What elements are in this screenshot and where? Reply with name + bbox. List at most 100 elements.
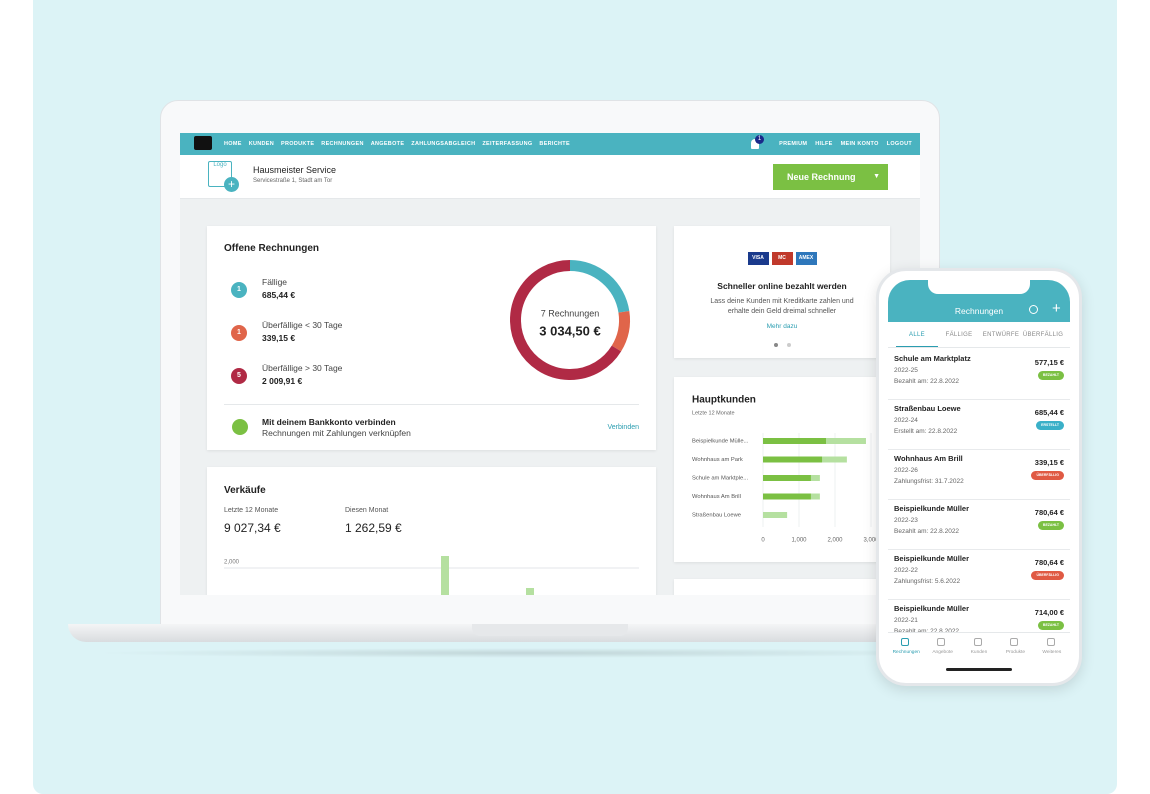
invoice-number: 2022-21: [894, 617, 918, 624]
donut-segment: [611, 310, 630, 352]
bar: [763, 493, 811, 500]
bottom-nav-item[interactable]: Kunden: [961, 633, 997, 663]
count-badge: 1: [231, 282, 247, 298]
bottom-nav-item[interactable]: Weiteres: [1034, 633, 1070, 663]
invoice-date: Zahlungsfrist: 31.7.2022: [894, 478, 964, 485]
invoice-row[interactable]: Beispielkunde Müller 2022-22 Zahlungsfrist…: [888, 550, 1070, 600]
stat-value: 9 027,34 €: [224, 521, 281, 535]
invoice-number: 2022-25: [894, 367, 918, 374]
bottom-nav-item[interactable]: Produkte: [997, 633, 1033, 663]
category-label: Schule am Marktple...: [692, 476, 748, 482]
summary-label: Fällige: [262, 277, 288, 287]
laptop-shadow: [90, 648, 970, 658]
bank-icon: [232, 419, 248, 435]
more-panel: [674, 579, 890, 595]
card-logo: VISA: [747, 252, 769, 265]
status-badge: ÜBERFÄLLIG: [1031, 571, 1064, 580]
nav-item[interactable]: PRODUKTE: [281, 141, 315, 147]
phone-header: Rechnungen +: [888, 280, 1070, 322]
carousel-dot[interactable]: [774, 343, 778, 347]
stat-value: 1 262,59 €: [345, 521, 402, 535]
invoice-amount: 780,64 €: [1034, 508, 1064, 517]
tab[interactable]: ALLE: [896, 332, 938, 347]
search-icon[interactable]: [1029, 305, 1038, 314]
company-name: Hausmeister Service: [253, 165, 337, 175]
notification-badge: 1: [755, 135, 764, 144]
bar: [763, 438, 826, 444]
nav-items: HOME KUNDEN PRODUKTE RECHNUNGEN ANGEBOTE ZAHL…: [224, 133, 570, 155]
invoice-row[interactable]: Schule am Marktplatz 2022-25 Bezahlt am: 2…: [888, 350, 1070, 400]
nav-bar: HOME KUNDEN PRODUKTE RECHNUNGEN ANGEBOTE ZAHL…: [180, 133, 920, 155]
donut-label: 7 Rechnungen: [541, 308, 600, 318]
status-badge: BEZAHLT: [1037, 621, 1064, 630]
category-label: Beispielkunde Mülle...: [692, 439, 749, 445]
nav-item[interactable]: KUNDEN: [248, 141, 275, 147]
logo-add[interactable]: +: [224, 177, 239, 192]
nav-item[interactable]: ANGEBOTE: [370, 141, 405, 147]
nav-item[interactable]: MEIN KONTO: [840, 141, 879, 147]
nav-right: PREMIUM HILFE MEIN KONTO LOGOUT: [779, 133, 912, 155]
nav-item[interactable]: RECHNUNGEN: [321, 141, 364, 147]
invoice-row[interactable]: Straßenbau Loewe 2022-24 Erstellt am: 22.8…: [888, 400, 1070, 450]
open-invoices-panel: Offene Rechnungen 1 Fällige 685,44 € 1 Überf…: [207, 226, 656, 450]
category-label: Wohnhaus Am Brill: [692, 494, 741, 500]
nav-item[interactable]: BERICHTE: [539, 141, 570, 147]
nav-icon: [973, 638, 982, 646]
summary-amount: 339,15 €: [262, 333, 296, 343]
card-logo: MC: [771, 252, 793, 265]
bottom-nav-item[interactable]: Rechnungen: [888, 633, 924, 663]
donut-segment: [510, 260, 622, 380]
button-caret[interactable]: ▼: [873, 173, 880, 180]
bottom-nav-item[interactable]: Angebote: [924, 633, 960, 663]
status-badge: ERSTELLT: [1036, 421, 1064, 430]
nav-item[interactable]: ZAHLUNGSABGLEICH: [411, 141, 476, 147]
category-label: Wohnhaus am Park: [692, 457, 743, 463]
new-invoice-button[interactable]: Neue Rechnung ▼: [773, 164, 888, 190]
add-icon[interactable]: +: [1052, 300, 1061, 317]
invoice-date: Erstellt am: 22.8.2022: [894, 428, 958, 435]
promo-link[interactable]: Mehr dazu: [766, 323, 798, 330]
invoice-name: Beispielkunde Müller: [894, 554, 970, 563]
invoice-date: Bezahlt am: 22.8.2022: [894, 628, 959, 635]
invoice-amount: 714,00 €: [1034, 608, 1064, 617]
nav-item[interactable]: HILFE: [815, 141, 833, 147]
phone-screen: Rechnungen + ALLE FÄLLIGE ENTWÜRFE ÜBERFÄLL…: [888, 280, 1070, 675]
nav-label: Weiteres: [1042, 650, 1062, 655]
content: Offene Rechnungen 1 Fällige 685,44 € 1 Überf…: [180, 199, 920, 595]
invoice-row[interactable]: Wohnhaus Am Brill 2022-26 Zahlungsfrist: 3…: [888, 450, 1070, 500]
nav-item[interactable]: LOGOUT: [886, 141, 912, 147]
invoice-name: Wohnhaus Am Brill: [894, 454, 963, 463]
sales-chart: 2,000: [224, 556, 639, 595]
nav-icon: [1010, 638, 1019, 646]
x-tick-label: 3,000: [863, 538, 879, 544]
invoice-amount: 339,15 €: [1034, 458, 1064, 467]
summary-amount: 2 009,91 €: [262, 376, 303, 386]
panel-title: Offene Rechnungen: [224, 243, 320, 254]
sales-panel: Verkäufe Letzte 12 Monate 9 027,34 € Diese…: [207, 467, 656, 595]
invoice-number: 2022-23: [894, 517, 918, 524]
summary-label: Überfällige > 30 Tage: [262, 363, 343, 373]
tab[interactable]: ENTWÜRFE: [982, 332, 1020, 338]
nav-item[interactable]: PREMIUM: [779, 141, 808, 147]
home-indicator: [946, 668, 1012, 671]
tab[interactable]: FÄLLIGE: [945, 332, 973, 338]
promo-text: Lass deine Kunden mit Kreditkarte zahlen…: [710, 298, 854, 315]
bank-link[interactable]: Verbinden: [607, 424, 639, 431]
divider: [224, 404, 639, 405]
status-badge: BEZAHLT: [1037, 371, 1064, 380]
x-tick-label: 0: [761, 538, 765, 544]
bar: [441, 556, 449, 595]
invoice-number: 2022-24: [894, 417, 918, 424]
donut-total: 3 034,50 €: [539, 323, 600, 338]
nav-item[interactable]: ZEITERFASSUNG: [482, 141, 533, 147]
tab[interactable]: ÜBERFÄLLIG: [1022, 332, 1064, 338]
panel-subtitle: Letzte 12 Monate: [692, 410, 735, 416]
carousel-dot[interactable]: [787, 343, 791, 347]
bar: [763, 456, 823, 463]
donut-chart: 7 Rechnungen 3 034,50 €: [510, 260, 630, 380]
nav-item[interactable]: HOME: [224, 141, 242, 147]
invoice-name: Straßenbau Loewe: [894, 404, 961, 413]
invoice-date: Zahlungsfrist: 5.6.2022: [894, 578, 961, 585]
bell[interactable]: [751, 139, 759, 149]
invoice-row[interactable]: Beispielkunde Müller 2022-23 Bezahlt am: 2…: [888, 500, 1070, 550]
